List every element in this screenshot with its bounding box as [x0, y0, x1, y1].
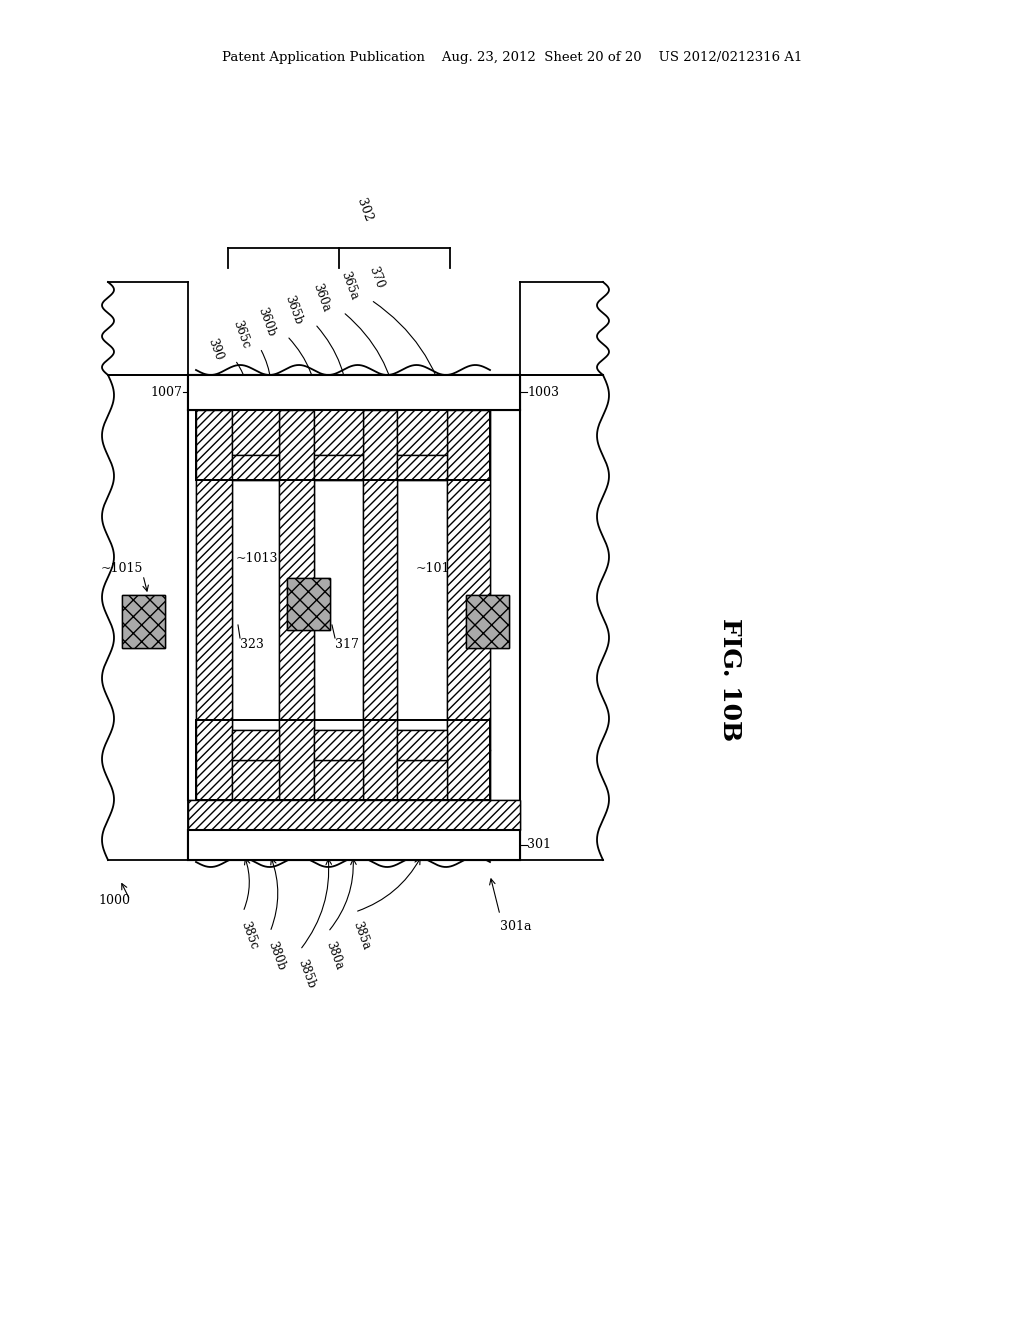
Bar: [314, 408, 362, 455]
Text: 385b: 385b: [295, 958, 317, 990]
Bar: [447, 411, 490, 800]
Text: 380a: 380a: [323, 940, 345, 972]
Text: 1003: 1003: [527, 385, 559, 399]
Text: 303: 303: [453, 808, 477, 821]
Bar: [397, 760, 447, 800]
Text: 1007: 1007: [151, 385, 182, 399]
Bar: [397, 408, 447, 455]
Bar: [397, 760, 447, 800]
Bar: [232, 408, 279, 455]
Bar: [397, 730, 447, 760]
Text: 302: 302: [354, 197, 375, 223]
Bar: [362, 411, 397, 800]
Bar: [232, 760, 279, 800]
Text: 390: 390: [205, 337, 225, 362]
Bar: [196, 719, 490, 800]
Bar: [314, 730, 362, 760]
Text: 360b: 360b: [255, 305, 278, 338]
Text: 1000: 1000: [98, 894, 130, 907]
Bar: [314, 730, 362, 760]
Text: ~1013: ~1013: [236, 552, 278, 565]
Bar: [196, 408, 490, 480]
Bar: [188, 830, 520, 861]
Text: 301a: 301a: [500, 920, 531, 933]
Text: 380b: 380b: [265, 940, 288, 973]
Bar: [232, 455, 279, 480]
Bar: [287, 578, 330, 630]
Bar: [196, 408, 490, 480]
Text: 313: 313: [395, 758, 419, 771]
Bar: [279, 411, 314, 800]
Bar: [189, 411, 519, 799]
Bar: [232, 408, 279, 455]
Bar: [196, 411, 232, 800]
Text: 317: 317: [335, 638, 358, 651]
Bar: [397, 455, 447, 480]
Bar: [314, 455, 362, 480]
Text: 385c: 385c: [238, 920, 260, 952]
Text: 365c: 365c: [230, 318, 252, 350]
Bar: [232, 730, 279, 760]
Text: FIG. 10B: FIG. 10B: [718, 619, 742, 742]
Text: 301: 301: [527, 838, 551, 851]
Bar: [447, 411, 490, 800]
Text: ~1011: ~1011: [416, 561, 458, 574]
Text: 360a: 360a: [310, 282, 333, 314]
Bar: [466, 595, 509, 648]
Text: Patent Application Publication    Aug. 23, 2012  Sheet 20 of 20    US 2012/02123: Patent Application Publication Aug. 23, …: [222, 51, 802, 65]
Bar: [287, 578, 330, 630]
Text: 385a: 385a: [350, 920, 373, 952]
Bar: [196, 411, 232, 800]
Bar: [188, 800, 520, 830]
Bar: [188, 375, 520, 411]
Text: ~1015: ~1015: [100, 561, 143, 574]
Bar: [232, 760, 279, 800]
Text: 365b: 365b: [282, 293, 304, 326]
Bar: [122, 595, 165, 648]
Bar: [314, 760, 362, 800]
Bar: [397, 408, 447, 455]
Bar: [122, 595, 165, 648]
Bar: [314, 760, 362, 800]
Bar: [279, 411, 314, 800]
Bar: [362, 411, 397, 800]
Bar: [232, 730, 279, 760]
Bar: [314, 408, 362, 455]
Bar: [188, 375, 520, 411]
Bar: [188, 830, 520, 861]
Bar: [196, 719, 490, 800]
Bar: [188, 800, 520, 830]
Bar: [397, 455, 447, 480]
Bar: [232, 455, 279, 480]
Text: 365a: 365a: [338, 269, 360, 302]
Text: 323: 323: [240, 638, 264, 651]
Bar: [466, 595, 509, 648]
Text: 370: 370: [366, 264, 386, 290]
Bar: [314, 455, 362, 480]
Bar: [397, 730, 447, 760]
